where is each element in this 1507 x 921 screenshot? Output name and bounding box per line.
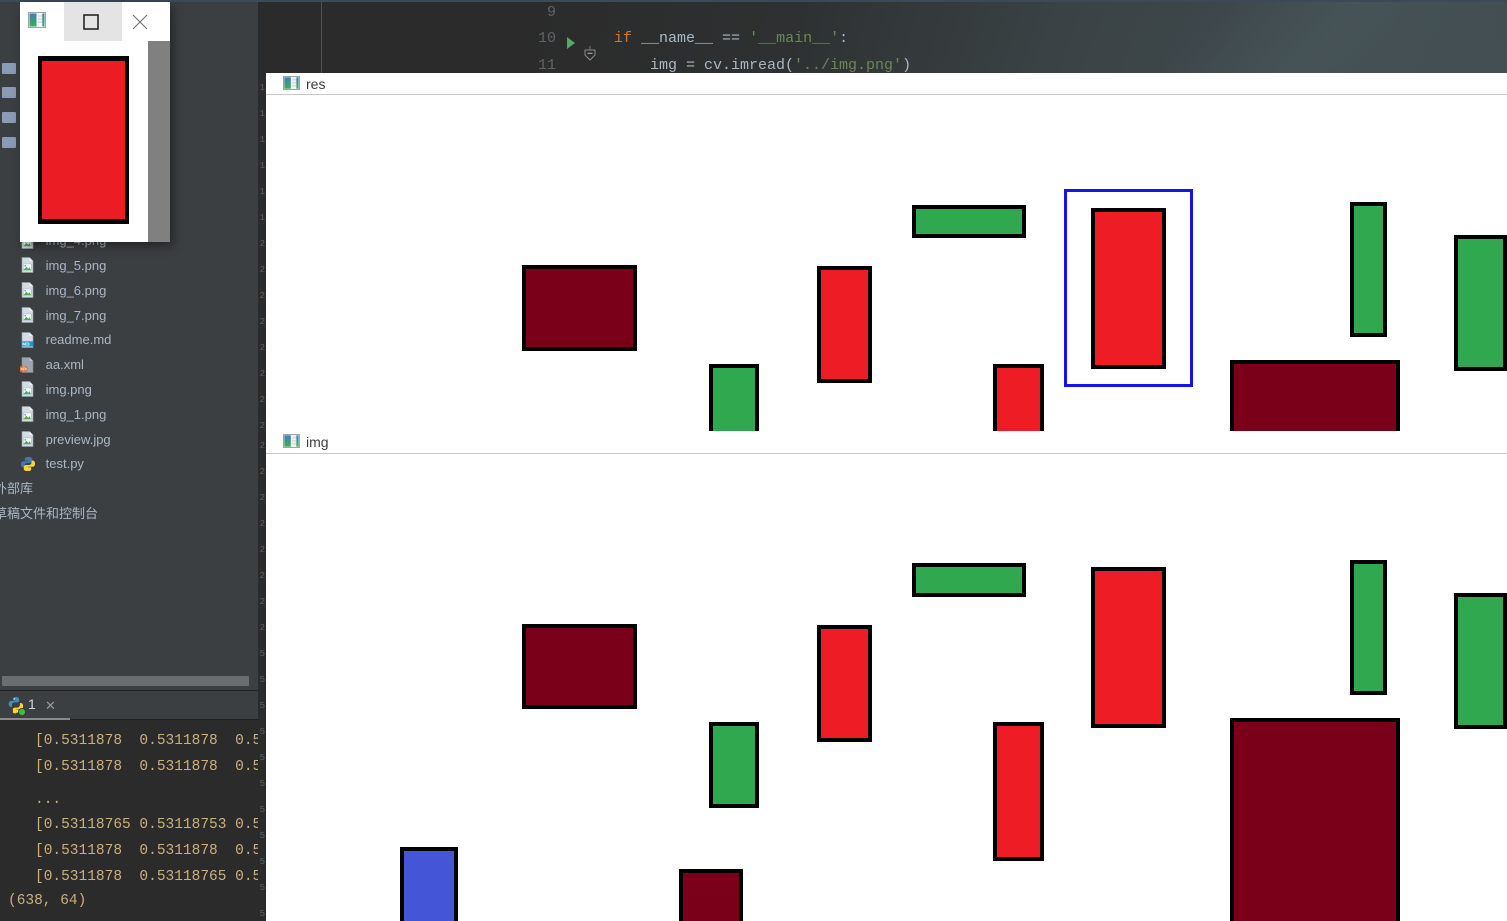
svg-text:</>: </> [21,366,28,371]
svg-text:MD: MD [22,341,30,346]
